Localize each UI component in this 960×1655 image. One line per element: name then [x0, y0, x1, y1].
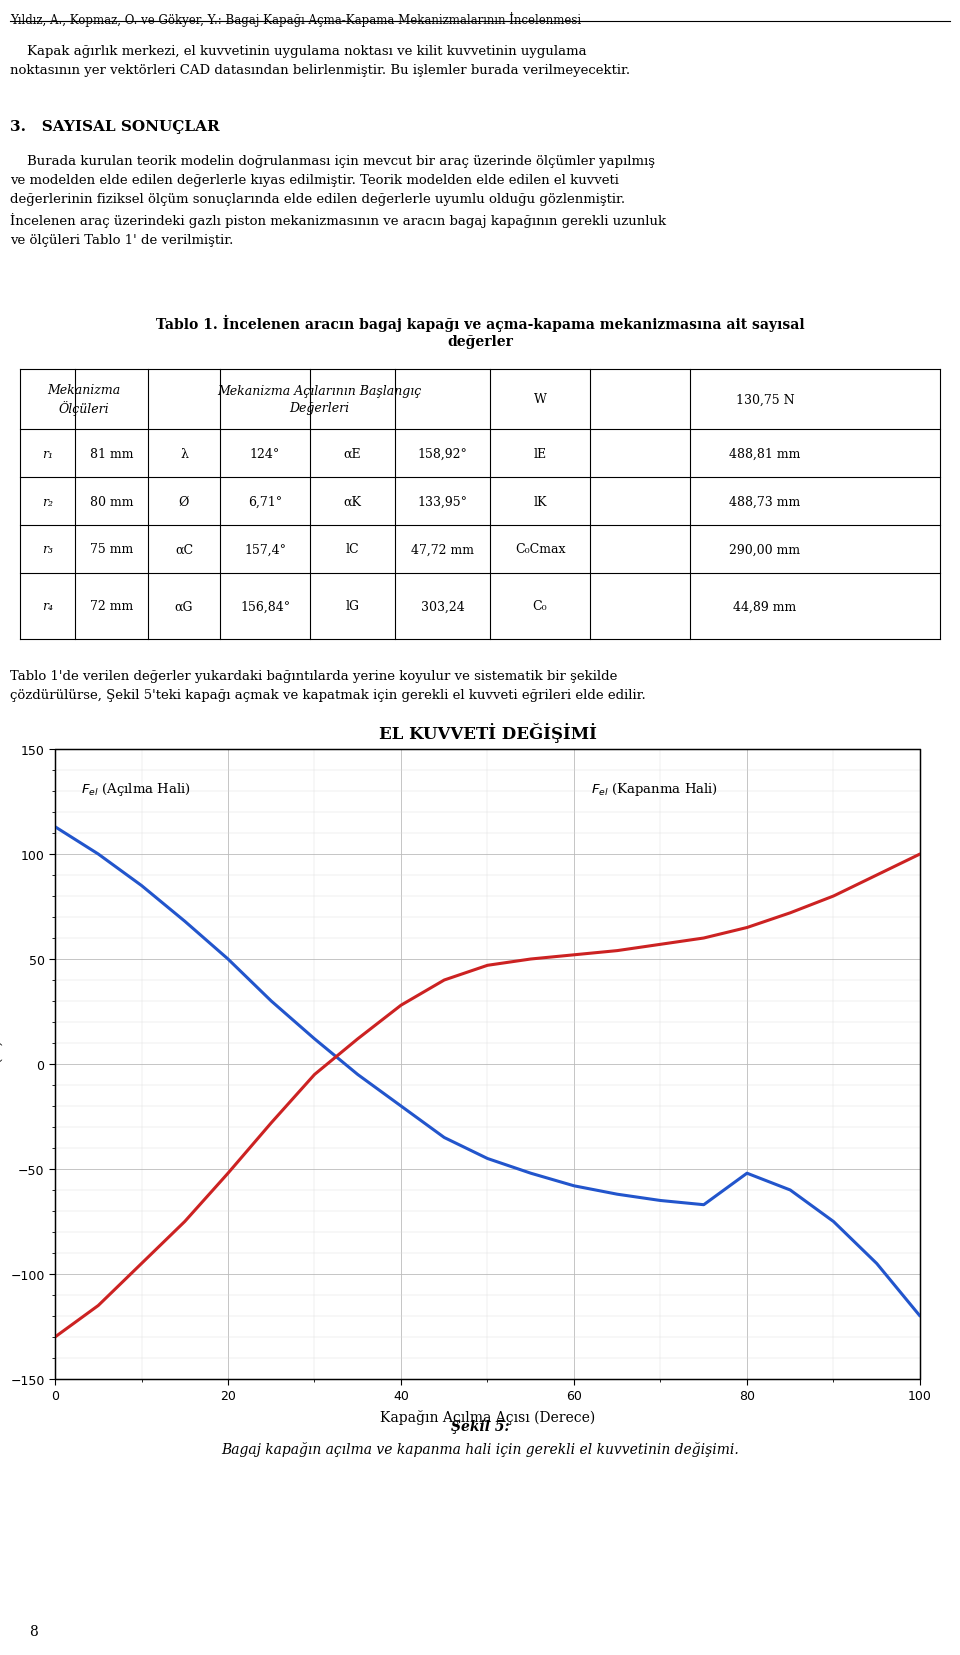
Text: r₄: r₄	[42, 601, 53, 612]
Text: r₂: r₂	[42, 495, 53, 508]
Text: $F_{el}$ (Açılma Hali): $F_{el}$ (Açılma Hali)	[81, 781, 191, 798]
Text: Mekanizma
Ölçüleri: Mekanizma Ölçüleri	[47, 384, 121, 415]
Text: Kapak ağırlık merkezi, el kuvvetinin uygulama noktası ve kilit kuvvetinin uygula: Kapak ağırlık merkezi, el kuvvetinin uyg…	[10, 45, 630, 76]
Text: αE: αE	[344, 447, 361, 460]
Text: 303,24: 303,24	[420, 601, 465, 612]
Text: lE: lE	[534, 447, 546, 460]
Text: Tablo 1'de verilen değerler yukardaki bağıntılarda yerine koyulur ve sistematik : Tablo 1'de verilen değerler yukardaki ba…	[10, 670, 645, 702]
Text: Yıldız, A., Kopmaz, O. ve Gökyer, Y.: Bagaj Kapağı Açma-Kapama Mekanizmalarının : Yıldız, A., Kopmaz, O. ve Gökyer, Y.: Ba…	[10, 12, 581, 26]
Text: αK: αK	[344, 495, 362, 508]
Text: C₀: C₀	[533, 601, 547, 612]
Text: αC: αC	[175, 543, 193, 556]
Text: 75 mm: 75 mm	[90, 543, 133, 556]
Text: Bagaj kapağın açılma ve kapanma hali için gerekli el kuvvetinin değişimi.: Bagaj kapağın açılma ve kapanma hali içi…	[221, 1442, 739, 1456]
Text: 3.   SAYISAL SONUÇLAR: 3. SAYISAL SONUÇLAR	[10, 119, 219, 134]
Text: 47,72 mm: 47,72 mm	[411, 543, 474, 556]
Text: Mekanizma Açılarının Başlangıç
Değerleri: Mekanizma Açılarının Başlangıç Değerleri	[217, 384, 421, 415]
Text: r₃: r₃	[42, 543, 53, 556]
Text: 157,4°: 157,4°	[244, 543, 286, 556]
Text: 6,71°: 6,71°	[248, 495, 282, 508]
Text: 124°: 124°	[250, 447, 280, 460]
Text: lK: lK	[533, 495, 547, 508]
Text: 488,73 mm: 488,73 mm	[730, 495, 801, 508]
Text: değerler: değerler	[447, 334, 513, 349]
Text: 290,00 mm: 290,00 mm	[730, 543, 801, 556]
Text: λ: λ	[180, 447, 188, 460]
Text: Ø: Ø	[179, 495, 189, 508]
Title: EL KUVVETİ DEĞİŞİMİ: EL KUVVETİ DEĞİŞİMİ	[378, 723, 596, 743]
Text: 158,92°: 158,92°	[418, 447, 468, 460]
Text: Burada kurulan teorik modelin doğrulanması için mevcut bir araç üzerinde ölçümle: Burada kurulan teorik modelin doğrulanma…	[10, 156, 665, 247]
Text: C₀Cmax: C₀Cmax	[515, 543, 565, 556]
Text: lC: lC	[346, 543, 359, 556]
Bar	[55, 750, 920, 1379]
Text: Şekil 5:: Şekil 5:	[450, 1418, 510, 1433]
Text: αG: αG	[175, 601, 193, 612]
Text: $F_{el}$ (Kapanma Hali): $F_{el}$ (Kapanma Hali)	[591, 781, 718, 798]
Text: 130,75 N: 130,75 N	[735, 394, 794, 405]
Text: 488,81 mm: 488,81 mm	[730, 447, 801, 460]
Text: Tablo 1. İncelenen aracın bagaj kapağı ve açma-kapama mekanizmasına ait sayısal: Tablo 1. İncelenen aracın bagaj kapağı v…	[156, 314, 804, 333]
Text: 80 mm: 80 mm	[89, 495, 133, 508]
Text: lG: lG	[346, 601, 359, 612]
Text: 81 mm: 81 mm	[89, 447, 133, 460]
Text: r₁: r₁	[42, 447, 53, 460]
Text: 8: 8	[29, 1625, 37, 1638]
Text: 72 mm: 72 mm	[90, 601, 133, 612]
Text: 133,95°: 133,95°	[418, 495, 468, 508]
Y-axis label: Fel (N): Fel (N)	[0, 1039, 3, 1089]
X-axis label: Kapağın Açılma Açısı (Derece): Kapağın Açılma Açısı (Derece)	[380, 1410, 595, 1425]
Text: 156,84°: 156,84°	[240, 601, 290, 612]
Text: 44,89 mm: 44,89 mm	[733, 601, 797, 612]
Text: W: W	[534, 394, 546, 405]
